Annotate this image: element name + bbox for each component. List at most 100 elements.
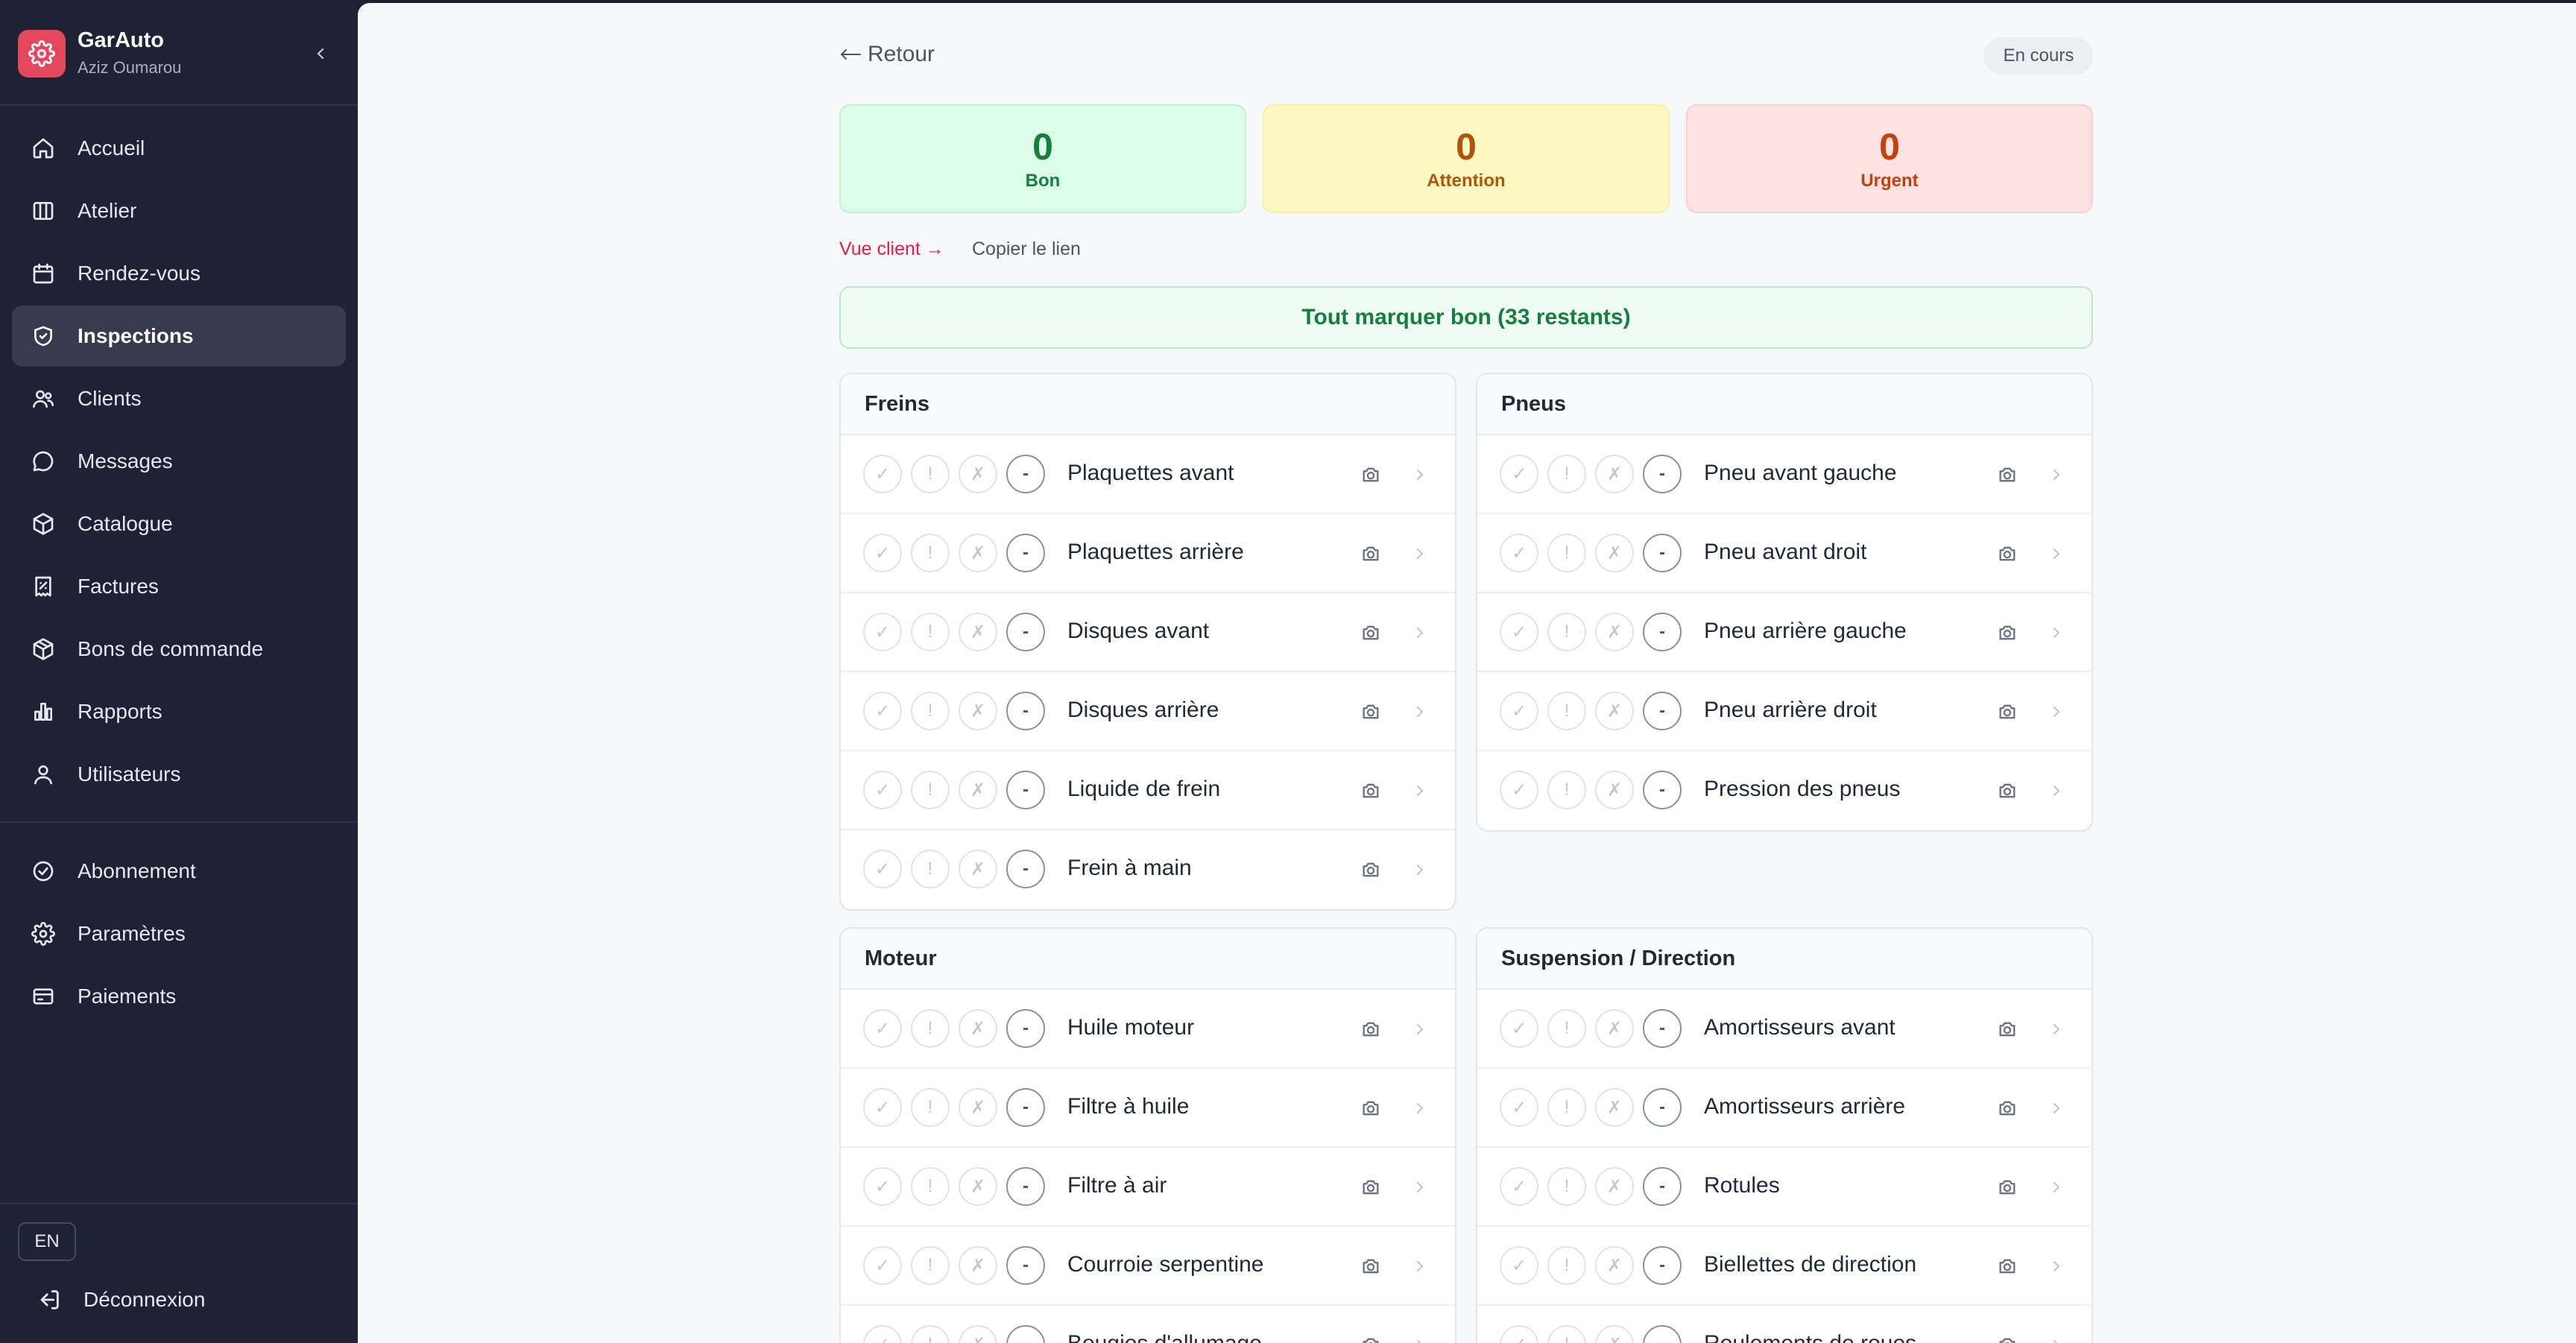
camera-icon[interactable] — [1995, 699, 2020, 724]
status-attention-button[interactable]: ! — [1547, 692, 1586, 730]
status-attention-button[interactable]: ! — [1547, 771, 1586, 809]
sidebar-item-bons-de-commande[interactable]: Bons de commande — [12, 619, 346, 680]
sidebar-item-rendez-vous[interactable]: Rendez-vous — [12, 243, 346, 304]
status-attention-button[interactable]: ! — [911, 1325, 950, 1343]
status-good-button[interactable]: ✓ — [1500, 1009, 1538, 1048]
status-good-button[interactable]: ✓ — [1500, 1088, 1538, 1127]
status-attention-button[interactable]: ! — [1547, 1167, 1586, 1206]
camera-icon[interactable] — [1358, 1017, 1383, 1042]
mark-all-good-button[interactable]: Tout marquer bon (33 restants) — [839, 286, 2093, 349]
status-good-button[interactable]: ✓ — [1500, 692, 1538, 730]
sidebar-item-factures[interactable]: Factures — [12, 556, 346, 617]
camera-icon[interactable] — [1995, 1254, 2020, 1279]
back-button[interactable]: Retour — [839, 42, 935, 67]
status-urgent-button[interactable]: ✗ — [1595, 1167, 1634, 1206]
status-attention-button[interactable]: ! — [1547, 1246, 1586, 1285]
chevron-right-icon[interactable] — [1407, 778, 1433, 803]
chevron-right-icon[interactable] — [2044, 1096, 2069, 1121]
status-na-button[interactable]: - — [1006, 1325, 1045, 1343]
chevron-right-icon[interactable] — [1407, 462, 1433, 487]
camera-icon[interactable] — [1358, 1254, 1383, 1279]
copy-link-button[interactable]: Copier le lien — [972, 238, 1081, 259]
camera-icon[interactable] — [1358, 699, 1383, 724]
status-attention-button[interactable]: ! — [1547, 1088, 1586, 1127]
camera-icon[interactable] — [1995, 541, 2020, 566]
status-good-button[interactable]: ✓ — [863, 692, 902, 730]
status-attention-button[interactable]: ! — [911, 455, 950, 493]
status-urgent-button[interactable]: ✗ — [959, 1088, 997, 1127]
sidebar-item-atelier[interactable]: Atelier — [12, 180, 346, 241]
sidebar-item-inspections[interactable]: Inspections — [12, 306, 346, 367]
status-attention-button[interactable]: ! — [911, 1009, 950, 1048]
status-urgent-button[interactable]: ✗ — [1595, 1246, 1634, 1285]
camera-icon[interactable] — [1358, 1096, 1383, 1121]
chevron-right-icon[interactable] — [1407, 1254, 1433, 1279]
sidebar-item-paiements[interactable]: Paiements — [12, 966, 346, 1027]
logout-button[interactable]: Déconnexion — [12, 1271, 346, 1328]
status-na-button[interactable]: - — [1643, 771, 1682, 809]
status-na-button[interactable]: - — [1643, 1246, 1682, 1285]
status-urgent-button[interactable]: ✗ — [959, 455, 997, 493]
status-urgent-button[interactable]: ✗ — [959, 1325, 997, 1343]
camera-icon[interactable] — [1358, 778, 1383, 803]
status-good-button[interactable]: ✓ — [863, 1246, 902, 1285]
chevron-right-icon[interactable] — [1407, 857, 1433, 882]
status-na-button[interactable]: - — [1006, 771, 1045, 809]
status-attention-button[interactable]: ! — [911, 771, 950, 809]
status-attention-button[interactable]: ! — [911, 1246, 950, 1285]
status-na-button[interactable]: - — [1006, 455, 1045, 493]
chevron-right-icon[interactable] — [1407, 1017, 1433, 1042]
chevron-right-icon[interactable] — [2044, 541, 2069, 566]
camera-icon[interactable] — [1358, 1175, 1383, 1200]
status-urgent-button[interactable]: ✗ — [959, 1009, 997, 1048]
status-good-button[interactable]: ✓ — [863, 1088, 902, 1127]
status-na-button[interactable]: - — [1643, 692, 1682, 730]
status-na-button[interactable]: - — [1006, 850, 1045, 888]
status-attention-button[interactable]: ! — [911, 1167, 950, 1206]
status-na-button[interactable]: - — [1006, 692, 1045, 730]
status-na-button[interactable]: - — [1006, 1009, 1045, 1048]
status-urgent-button[interactable]: ✗ — [1595, 1009, 1634, 1048]
collapse-sidebar-button[interactable] — [306, 39, 335, 69]
sidebar-item-catalogue[interactable]: Catalogue — [12, 493, 346, 554]
sidebar-item-abonnement[interactable]: Abonnement — [12, 841, 346, 902]
status-good-button[interactable]: ✓ — [1500, 613, 1538, 651]
chevron-right-icon[interactable] — [1407, 541, 1433, 566]
status-urgent-button[interactable]: ✗ — [1595, 1088, 1634, 1127]
status-na-button[interactable]: - — [1643, 455, 1682, 493]
status-attention-button[interactable]: ! — [911, 692, 950, 730]
camera-icon[interactable] — [1358, 1333, 1383, 1343]
sidebar-item-rapports[interactable]: Rapports — [12, 681, 346, 742]
sidebar-item-accueil[interactable]: Accueil — [12, 118, 346, 179]
camera-icon[interactable] — [1995, 620, 2020, 645]
status-good-button[interactable]: ✓ — [1500, 771, 1538, 809]
status-good-button[interactable]: ✓ — [863, 1167, 902, 1206]
status-urgent-button[interactable]: ✗ — [1595, 1325, 1634, 1343]
status-urgent-button[interactable]: ✗ — [1595, 455, 1634, 493]
status-na-button[interactable]: - — [1006, 1088, 1045, 1127]
status-urgent-button[interactable]: ✗ — [1595, 692, 1634, 730]
camera-icon[interactable] — [1995, 778, 2020, 803]
sidebar-item-utilisateurs[interactable]: Utilisateurs — [12, 744, 346, 805]
status-urgent-button[interactable]: ✗ — [1595, 771, 1634, 809]
camera-icon[interactable] — [1995, 1175, 2020, 1200]
camera-icon[interactable] — [1995, 1333, 2020, 1343]
status-good-button[interactable]: ✓ — [1500, 455, 1538, 493]
status-good-button[interactable]: ✓ — [1500, 1167, 1538, 1206]
status-good-button[interactable]: ✓ — [863, 534, 902, 572]
camera-icon[interactable] — [1995, 1096, 2020, 1121]
sidebar-item-clients[interactable]: Clients — [12, 368, 346, 429]
status-good-button[interactable]: ✓ — [1500, 534, 1538, 572]
chevron-right-icon[interactable] — [1407, 1175, 1433, 1200]
camera-icon[interactable] — [1358, 857, 1383, 882]
chevron-right-icon[interactable] — [2044, 620, 2069, 645]
camera-icon[interactable] — [1995, 1017, 2020, 1042]
status-good-button[interactable]: ✓ — [1500, 1325, 1538, 1343]
status-urgent-button[interactable]: ✗ — [959, 1246, 997, 1285]
status-good-button[interactable]: ✓ — [863, 771, 902, 809]
camera-icon[interactable] — [1358, 620, 1383, 645]
status-good-button[interactable]: ✓ — [863, 1009, 902, 1048]
status-na-button[interactable]: - — [1643, 1088, 1682, 1127]
client-view-link[interactable]: Vue client → — [839, 238, 944, 259]
status-attention-button[interactable]: ! — [911, 613, 950, 651]
